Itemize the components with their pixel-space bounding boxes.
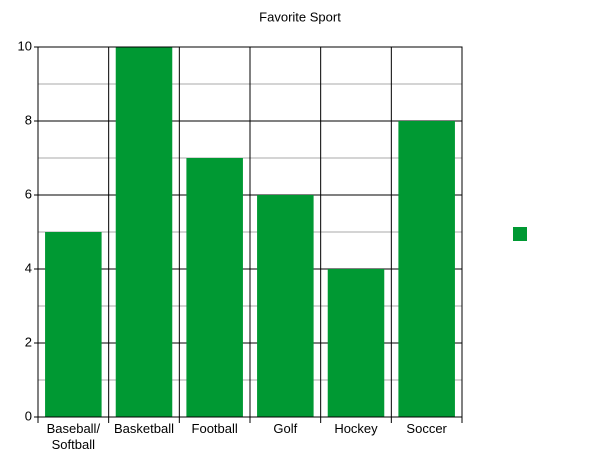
bar: [186, 158, 243, 417]
x-tick-label: Hockey: [334, 421, 378, 436]
bar: [45, 232, 102, 417]
x-tick-label: Golf: [273, 421, 298, 436]
y-tick-label: 10: [18, 38, 32, 53]
chart-title: Favorite Sport: [259, 9, 341, 24]
y-tick-label: 4: [25, 260, 32, 275]
x-tick-label: Baseball/ Softball: [46, 421, 101, 452]
y-tick-label: 0: [25, 408, 32, 423]
x-tick-label: Soccer: [406, 421, 447, 436]
plot-border: [37, 46, 463, 418]
legend-swatch: [513, 227, 527, 241]
y-tick-label: 6: [25, 186, 32, 201]
y-tick-label: 8: [25, 112, 32, 127]
bar: [257, 195, 314, 417]
bar: [327, 269, 385, 417]
bar: [398, 121, 455, 417]
x-tick-label: Football: [191, 421, 238, 436]
y-tick-label: 2: [25, 334, 32, 349]
bar: [115, 47, 173, 417]
x-tick-label: Basketball: [114, 421, 174, 436]
